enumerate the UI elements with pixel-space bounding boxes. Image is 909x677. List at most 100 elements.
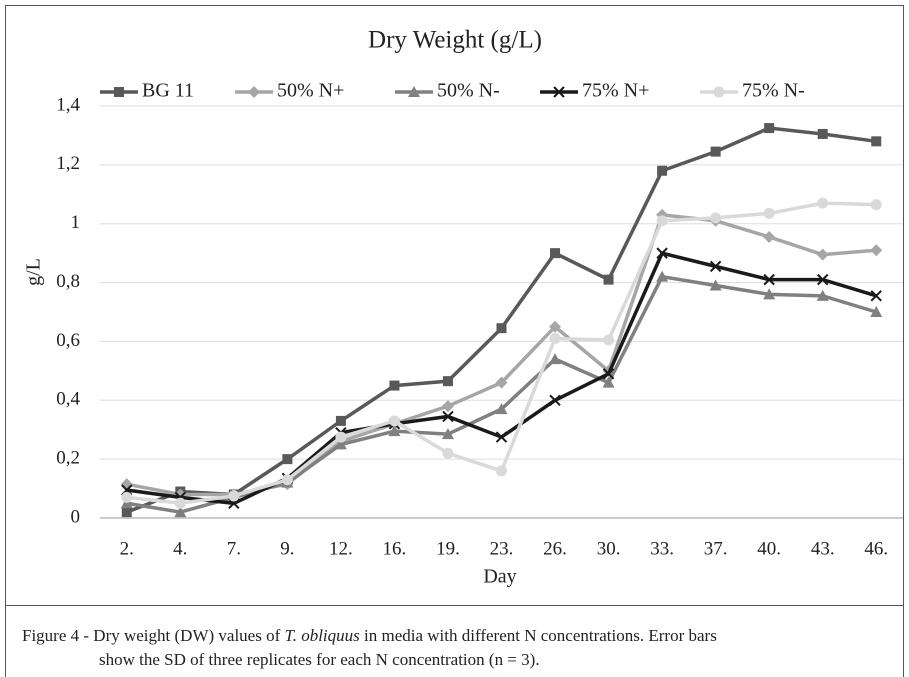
point-marker — [442, 376, 453, 387]
point-marker — [764, 123, 775, 134]
point-marker — [656, 247, 668, 259]
chart-title: Dry Weight (g/L) — [368, 27, 542, 54]
y-tick-label: 0,4 — [56, 389, 80, 410]
series-line — [126, 274, 877, 514]
point-marker — [602, 368, 615, 380]
point-marker — [389, 380, 400, 391]
x-tick-label: 30. — [597, 538, 621, 559]
point-marker — [281, 474, 293, 486]
point-marker — [388, 415, 400, 427]
x-tick-label: 46. — [864, 538, 888, 559]
point-marker — [763, 207, 775, 219]
y-tick-label: 0,2 — [56, 448, 80, 469]
point-marker — [496, 323, 507, 334]
point-marker — [710, 146, 721, 157]
y-tick-label: 0,8 — [56, 271, 80, 292]
y-axis-title: g/L — [23, 258, 45, 286]
x-tick-label: 26. — [543, 538, 567, 559]
point-marker — [495, 403, 508, 415]
point-marker — [709, 279, 722, 291]
legend-marker — [114, 87, 124, 97]
point-marker — [763, 273, 775, 286]
x-tick-label: 19. — [436, 538, 460, 559]
point-marker — [549, 353, 562, 365]
point-marker — [870, 290, 882, 302]
legend-marker — [553, 86, 565, 98]
legend-marker — [408, 86, 420, 97]
point-marker — [603, 334, 615, 346]
point-marker — [817, 197, 829, 209]
x-tick-label: 43. — [811, 538, 835, 559]
point-marker — [710, 212, 722, 224]
point-marker — [120, 478, 133, 491]
series-line — [126, 212, 877, 497]
point-marker — [549, 332, 561, 344]
caption-line: show the SD of three replicates for each… — [99, 650, 540, 669]
y-tick-label: 0,6 — [56, 330, 80, 351]
legend-label: BG 11 — [142, 80, 194, 102]
x-axis-title: Day — [483, 566, 516, 588]
point-marker — [550, 248, 561, 259]
point-marker — [549, 394, 561, 406]
x-tick-label: 33. — [650, 538, 674, 559]
x-tick-label: 12. — [329, 538, 353, 559]
legend-label: 75% N+ — [582, 80, 649, 102]
point-marker — [656, 270, 669, 282]
legend-label: 75% N- — [742, 80, 805, 102]
point-marker — [870, 306, 883, 317]
point-marker — [870, 199, 882, 211]
legend-marker — [713, 86, 725, 98]
caption-species: T. obliquus — [284, 626, 360, 645]
point-marker — [335, 415, 346, 426]
point-marker — [817, 128, 828, 139]
caption-text: in media with different N concentrations… — [359, 626, 717, 645]
point-marker — [603, 274, 614, 285]
point-marker — [549, 320, 562, 333]
legend-marker — [248, 86, 260, 98]
point-marker — [282, 454, 293, 465]
x-tick-label: 9. — [280, 538, 294, 559]
point-marker — [763, 230, 776, 243]
caption-text: Figure 4 - Dry weight (DW) values of — [22, 626, 285, 645]
y-tick-label: 1,4 — [56, 94, 80, 115]
x-tick-label: 23. — [490, 538, 514, 559]
x-tick-label: 40. — [757, 538, 781, 559]
point-marker — [709, 260, 722, 273]
legend-label: 50% N- — [437, 80, 500, 102]
point-marker — [335, 431, 347, 443]
point-marker — [228, 490, 240, 502]
point-marker — [121, 507, 132, 518]
point-marker — [442, 447, 454, 459]
point-marker — [870, 244, 883, 257]
legend-label: 50% N+ — [277, 80, 344, 102]
x-tick-label: 16. — [383, 538, 407, 559]
point-marker — [816, 248, 829, 261]
point-marker — [656, 215, 668, 227]
point-marker — [495, 431, 508, 443]
point-marker — [496, 465, 507, 477]
point-marker — [657, 165, 668, 176]
point-marker — [871, 136, 882, 147]
point-marker — [334, 438, 347, 450]
point-marker — [816, 273, 829, 286]
y-tick-label: 1,2 — [56, 153, 80, 174]
series-line — [126, 126, 877, 514]
point-marker — [388, 425, 401, 437]
point-marker — [441, 400, 454, 413]
y-tick-label: 0 — [71, 506, 81, 527]
y-tick-label: 1 — [71, 212, 81, 233]
point-marker — [495, 376, 508, 389]
point-marker — [763, 288, 776, 300]
point-marker — [121, 491, 133, 503]
x-tick-label: 7. — [227, 538, 241, 559]
point-marker — [174, 497, 186, 509]
point-marker — [816, 289, 829, 301]
x-tick-label: 37. — [704, 538, 728, 559]
x-tick-label: 4. — [173, 538, 187, 559]
chart-frame — [5, 5, 904, 606]
point-marker — [442, 410, 454, 423]
figure-caption: Figure 4 - Dry weight (DW) values of T. … — [22, 624, 902, 672]
point-marker — [174, 506, 187, 518]
